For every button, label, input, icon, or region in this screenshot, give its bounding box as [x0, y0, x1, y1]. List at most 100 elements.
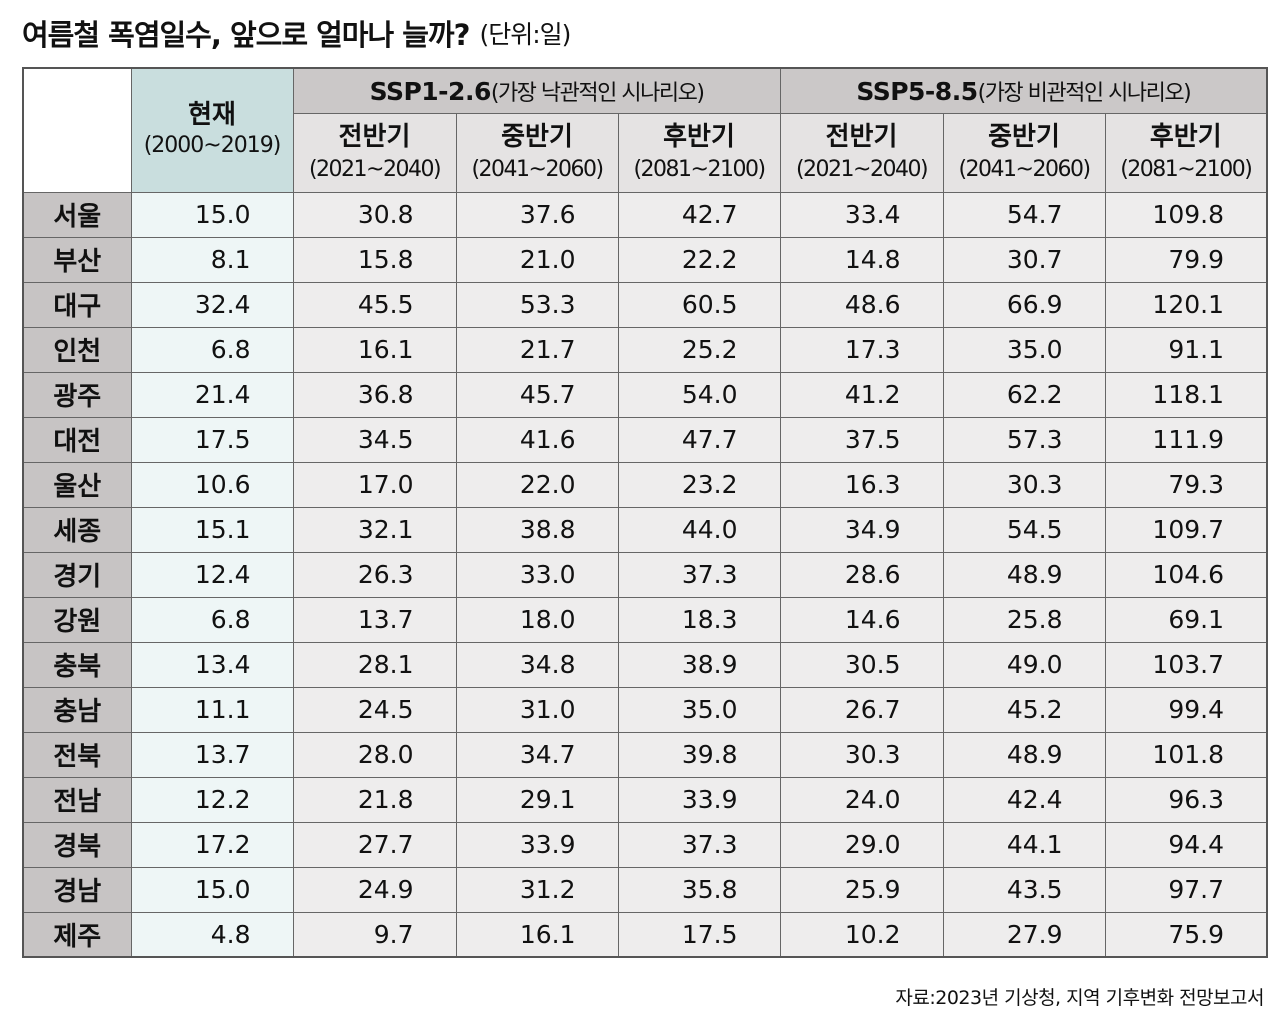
projection-value-cell: 16.1	[455, 911, 619, 958]
projection-value-cell: 97.7	[1104, 866, 1268, 913]
current-value-cell: 15.1	[130, 506, 294, 553]
projection-value-cell: 30.7	[942, 236, 1106, 283]
projection-value-cell: 99.4	[1104, 686, 1268, 733]
projection-value-cell: 10.2	[779, 911, 944, 958]
scenario-name: SSP5-8.5	[856, 76, 978, 106]
region-label: 대구	[22, 281, 132, 328]
current-value-cell: 11.1	[130, 686, 294, 733]
projection-value-cell: 32.1	[292, 506, 457, 553]
period-label: 전반기	[825, 121, 898, 152]
projection-value-cell: 17.5	[617, 911, 781, 958]
period-years: (2081~2100)	[1120, 156, 1253, 182]
region-label: 울산	[22, 461, 132, 508]
period-years: (2021~2040)	[308, 156, 442, 182]
projection-value-cell: 54.7	[942, 191, 1106, 238]
table-row: 대전 17.5 34.5 41.6 47.7 37.5 57.3 111.9	[22, 416, 1268, 463]
period-label: 후반기	[663, 121, 735, 152]
period-years: (2041~2060)	[958, 156, 1091, 182]
table-row: 강원 6.8 13.7 18.0 18.3 14.6 25.8 69.1	[22, 596, 1268, 643]
projection-value-cell: 53.3	[455, 281, 619, 328]
current-value-cell: 8.1	[130, 236, 294, 283]
current-value-cell: 13.4	[130, 641, 294, 688]
projection-value-cell: 25.8	[942, 596, 1106, 643]
region-label: 광주	[22, 371, 132, 418]
projection-value-cell: 14.8	[779, 236, 944, 283]
projection-value-cell: 34.9	[779, 506, 944, 553]
projection-value-cell: 34.8	[455, 641, 619, 688]
chart-title: 여름철 폭염일수, 앞으로 얼마나 늘까?	[22, 18, 470, 52]
region-label: 강원	[22, 596, 132, 643]
current-value-cell: 15.0	[130, 191, 294, 238]
projection-value-cell: 120.1	[1104, 281, 1268, 328]
current-value-cell: 4.8	[130, 911, 294, 958]
projection-value-cell: 37.3	[617, 551, 781, 598]
projection-value-cell: 28.0	[292, 731, 457, 778]
current-value-cell: 12.2	[130, 776, 294, 823]
projection-value-cell: 33.9	[455, 821, 619, 868]
region-label: 대전	[22, 416, 132, 463]
current-value-cell: 6.8	[130, 326, 294, 373]
corner-cell	[22, 67, 132, 193]
projection-value-cell: 54.0	[617, 371, 781, 418]
projection-value-cell: 34.7	[455, 731, 619, 778]
projection-value-cell: 18.0	[455, 596, 619, 643]
projection-value-cell: 49.0	[942, 641, 1106, 688]
period-years: (2081~2100)	[633, 156, 766, 182]
period-header: 전반기 (2021~2040)	[292, 112, 457, 193]
period-header: 중반기 (2041~2060)	[942, 112, 1106, 193]
projection-value-cell: 103.7	[1104, 641, 1268, 688]
period-years: (2041~2060)	[471, 156, 604, 182]
table-row: 경기 12.4 26.3 33.0 37.3 28.6 48.9 104.6	[22, 551, 1268, 598]
period-years: (2021~2040)	[795, 156, 929, 182]
scenario-desc: (가장 낙관적인 시나리오)	[490, 80, 705, 106]
projection-value-cell: 28.1	[292, 641, 457, 688]
projection-value-cell: 39.8	[617, 731, 781, 778]
projection-value-cell: 13.7	[292, 596, 457, 643]
projection-value-cell: 42.4	[942, 776, 1106, 823]
region-label: 전남	[22, 776, 132, 823]
projection-value-cell: 17.0	[292, 461, 457, 508]
region-label: 부산	[22, 236, 132, 283]
current-value-cell: 15.0	[130, 866, 294, 913]
region-label: 세종	[22, 506, 132, 553]
projection-value-cell: 22.0	[455, 461, 619, 508]
scenario-desc: (가장 비관적인 시나리오)	[977, 80, 1192, 106]
scenario-header-ssp585: SSP5-8.5(가장 비관적인 시나리오)	[779, 67, 1268, 114]
projection-value-cell: 35.0	[617, 686, 781, 733]
current-value-cell: 21.4	[130, 371, 294, 418]
table-row: 서울 15.0 30.8 37.6 42.7 33.4 54.7 109.8	[22, 191, 1268, 238]
projection-value-cell: 37.6	[455, 191, 619, 238]
region-label: 충북	[22, 641, 132, 688]
projection-value-cell: 79.9	[1104, 236, 1268, 283]
current-value-cell: 13.7	[130, 731, 294, 778]
projection-value-cell: 79.3	[1104, 461, 1268, 508]
projection-value-cell: 91.1	[1104, 326, 1268, 373]
unit-label: (단위:일)	[479, 20, 571, 49]
table-row: 경북 17.2 27.7 33.9 37.3 29.0 44.1 94.4	[22, 821, 1268, 868]
projection-value-cell: 69.1	[1104, 596, 1268, 643]
projection-value-cell: 23.2	[617, 461, 781, 508]
period-label: 후반기	[1149, 121, 1222, 152]
projection-value-cell: 37.5	[779, 416, 944, 463]
header-row-periods: 전반기 (2021~2040) 중반기 (2041~2060) 후반기 (2081~210…	[23, 112, 1268, 193]
projection-value-cell: 62.2	[942, 371, 1106, 418]
projection-value-cell: 29.0	[779, 821, 944, 868]
period-header: 후반기 (2081~2100)	[617, 112, 781, 193]
projection-value-cell: 14.6	[779, 596, 944, 643]
projection-value-cell: 21.7	[455, 326, 619, 373]
table-row: 충북 13.4 28.1 34.8 38.9 30.5 49.0 103.7	[22, 641, 1268, 688]
projection-value-cell: 45.5	[292, 281, 457, 328]
region-label: 제주	[22, 911, 132, 958]
projection-value-cell: 29.1	[455, 776, 619, 823]
projection-value-cell: 36.8	[292, 371, 457, 418]
source-note: 자료:2023년 기상청, 지역 기후변화 전망보고서	[895, 987, 1264, 1009]
current-value-cell: 32.4	[130, 281, 294, 328]
region-label: 경북	[22, 821, 132, 868]
projection-value-cell: 34.5	[292, 416, 457, 463]
region-label: 서울	[22, 191, 132, 238]
projection-value-cell: 48.9	[942, 731, 1106, 778]
projection-value-cell: 75.9	[1104, 911, 1268, 958]
table-row: 전북 13.7 28.0 34.7 39.8 30.3 48.9 101.8	[22, 731, 1268, 778]
projection-value-cell: 109.7	[1104, 506, 1268, 553]
projection-value-cell: 25.9	[779, 866, 944, 913]
